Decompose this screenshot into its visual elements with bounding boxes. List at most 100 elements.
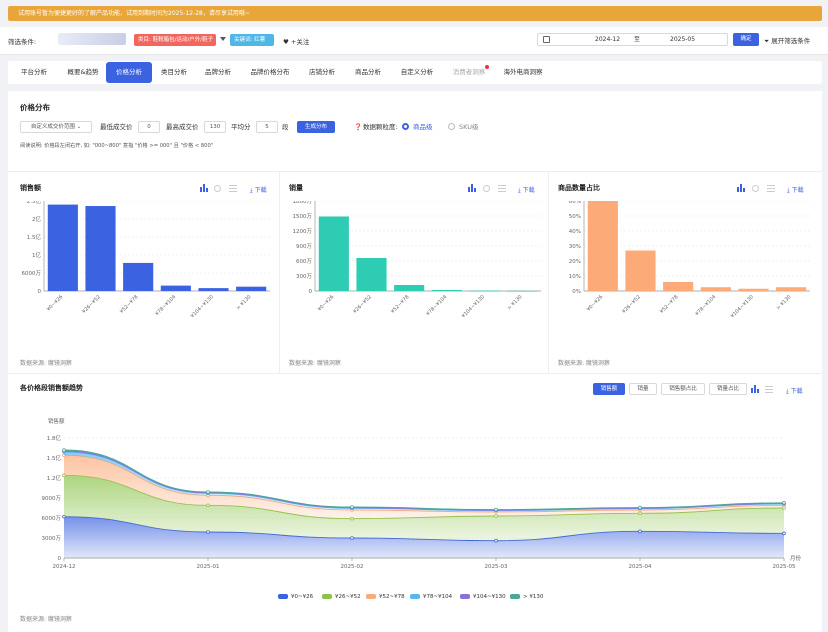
tab-consumer[interactable]: 消费者洞察 bbox=[452, 68, 486, 76]
max-price-input[interactable]: 130 bbox=[204, 121, 226, 133]
legend-item[interactable]: ¥26~¥52 bbox=[322, 594, 361, 600]
radio-sku-level[interactable] bbox=[448, 123, 455, 130]
bar-chart-icon[interactable] bbox=[200, 184, 209, 192]
tab-price[interactable]: 价格分析 bbox=[106, 62, 152, 83]
min-price-input[interactable]: 0 bbox=[138, 121, 160, 133]
split-input[interactable]: 5 bbox=[256, 121, 278, 133]
legend-label: ¥26~¥52 bbox=[335, 594, 361, 600]
tab-shop[interactable]: 店铺分析 bbox=[309, 68, 335, 76]
y-tick-label: 6000万 bbox=[22, 270, 42, 277]
keyword-tag[interactable]: 关键词: 红薯 bbox=[230, 34, 274, 46]
tab-brand[interactable]: 品牌分析 bbox=[205, 68, 231, 76]
x-tick-label: > ¥130 bbox=[235, 294, 252, 311]
legend-item[interactable]: ¥104~¥130 bbox=[460, 594, 506, 600]
x-tick-label: ¥0~¥26 bbox=[46, 294, 64, 312]
trend-volume-button[interactable]: 销量 bbox=[629, 383, 657, 395]
category-tag[interactable]: 类目: 鞋靴箱包/运动/户外/鞋子 bbox=[134, 34, 216, 46]
clock-icon[interactable] bbox=[214, 185, 221, 192]
tab-category[interactable]: 类目分析 bbox=[161, 68, 187, 76]
chevron-down-icon[interactable] bbox=[220, 37, 226, 41]
expand-filter-button[interactable]: ⏷ 展开筛选条件 bbox=[764, 35, 810, 46]
clock-icon[interactable] bbox=[752, 185, 759, 192]
x-axis-label: 月份 bbox=[790, 554, 802, 562]
download-button[interactable]: ⤓ 下载 bbox=[787, 185, 804, 195]
filter-icon: ⏷ bbox=[764, 37, 770, 45]
follow-button[interactable]: ♥ +关注 bbox=[283, 38, 310, 46]
new-dot-icon bbox=[485, 65, 489, 69]
bar-chart-icon[interactable] bbox=[751, 385, 760, 393]
y-tick-label: 10% bbox=[569, 274, 581, 280]
tab-custom[interactable]: 自定义分析 bbox=[400, 68, 434, 76]
y-tick-label: 1200万 bbox=[293, 228, 313, 235]
clock-icon[interactable] bbox=[483, 185, 490, 192]
y-tick-label: 1亿 bbox=[32, 251, 41, 259]
bar bbox=[469, 290, 500, 292]
data-source-note: 数据来源: 魔镜洞察 bbox=[289, 360, 341, 367]
calendar-icon bbox=[543, 36, 550, 43]
bar-chart-icon[interactable] bbox=[468, 184, 477, 192]
y-tick-label: 20% bbox=[569, 259, 581, 265]
download-label: 下载 bbox=[791, 187, 804, 194]
tab-product[interactable]: 商品分析 bbox=[355, 68, 381, 76]
y-tick-label: 0 bbox=[38, 289, 42, 295]
download-button[interactable]: ⤓ 下载 bbox=[250, 185, 267, 195]
table-icon[interactable] bbox=[767, 185, 775, 192]
legend-item[interactable]: ¥52~¥78 bbox=[366, 594, 405, 600]
x-tick-label: ¥52~¥78 bbox=[119, 294, 140, 315]
x-tick-label: ¥26~¥52 bbox=[352, 294, 373, 315]
legend-swatch bbox=[510, 594, 520, 599]
tab-platform[interactable]: 平台分析 bbox=[21, 68, 47, 76]
y-tick-label: 600万 bbox=[296, 258, 312, 265]
trend-sales-pct-button[interactable]: 销售额占比 bbox=[661, 383, 705, 395]
table-icon[interactable] bbox=[498, 185, 506, 192]
tab-overseas[interactable]: 海外电商洞察 bbox=[503, 68, 543, 76]
bar bbox=[507, 290, 538, 292]
price-analysis-panel: 价格分布 自定义成交价范围 ⌄ 最低成交价 0 最高成交价 130 平均分 5 … bbox=[8, 91, 822, 632]
tab-brand-price[interactable]: 品牌价格分布 bbox=[250, 68, 290, 76]
trend-sales-button[interactable]: 销售额 bbox=[593, 383, 625, 395]
generate-dist-button[interactable]: 生成分布 bbox=[297, 121, 335, 133]
legend-item[interactable]: ¥78~¥104 bbox=[410, 594, 452, 600]
download-icon: ⤓ bbox=[786, 388, 789, 395]
table-icon[interactable] bbox=[765, 386, 773, 393]
table-icon[interactable] bbox=[229, 185, 237, 192]
price-dist-title: 价格分布 bbox=[20, 103, 50, 112]
section-divider bbox=[8, 373, 822, 374]
split-unit: 段 bbox=[282, 123, 289, 131]
download-button[interactable]: ⤓ 下载 bbox=[518, 185, 535, 195]
sales-card-title: 销售额 bbox=[20, 184, 41, 192]
price-range-select[interactable]: 自定义成交价范围 ⌄ bbox=[20, 121, 92, 133]
legend-label: ¥104~¥130 bbox=[473, 594, 506, 600]
x-tick-label: ¥78~¥104 bbox=[154, 294, 177, 317]
legend-item[interactable]: ¥0~¥26 bbox=[278, 594, 313, 600]
legend-item[interactable]: > ¥130 bbox=[510, 594, 543, 600]
download-label: 下载 bbox=[790, 388, 803, 395]
legend-swatch bbox=[410, 594, 420, 599]
y-tick-label: 300万 bbox=[296, 273, 312, 280]
trend-area-chart: 销售额 0 3000万 6000万 9000万 1.2亿 1.5亿 1.8亿 2024-12 20… bbox=[42, 417, 802, 570]
trend-volume-pct-button[interactable]: 销量占比 bbox=[709, 383, 747, 395]
x-tick-label: 2025-04 bbox=[629, 564, 652, 570]
bar bbox=[85, 206, 116, 291]
y-tick-label: 0 bbox=[58, 556, 62, 562]
date-start[interactable]: 2024-12 bbox=[595, 36, 621, 43]
tab-overview[interactable]: 概要&趋势 bbox=[67, 68, 99, 76]
date-range-picker[interactable]: 2024-12 至 2025-05 bbox=[537, 33, 728, 46]
radio-product-level[interactable] bbox=[402, 123, 409, 130]
x-tick-label: > ¥130 bbox=[775, 294, 792, 311]
data-point bbox=[494, 507, 498, 512]
download-button[interactable]: ⤓ 下载 bbox=[786, 386, 803, 396]
y-tick-label: 50% bbox=[569, 214, 581, 220]
data-point bbox=[350, 505, 354, 509]
x-tick-label: ¥26~¥52 bbox=[81, 294, 102, 315]
legend-label: ¥0~¥26 bbox=[291, 594, 314, 600]
bar bbox=[160, 285, 191, 291]
bar-chart-icon[interactable] bbox=[737, 184, 746, 192]
date-end[interactable]: 2025-05 bbox=[670, 36, 696, 43]
y-tick-label: 9000万 bbox=[42, 495, 62, 502]
help-icon: ❓ bbox=[354, 123, 363, 131]
filter-platform-select[interactable] bbox=[58, 33, 126, 45]
bar bbox=[123, 262, 154, 291]
confirm-button[interactable]: 确定 bbox=[733, 33, 759, 46]
date-separator: 至 bbox=[634, 36, 641, 43]
